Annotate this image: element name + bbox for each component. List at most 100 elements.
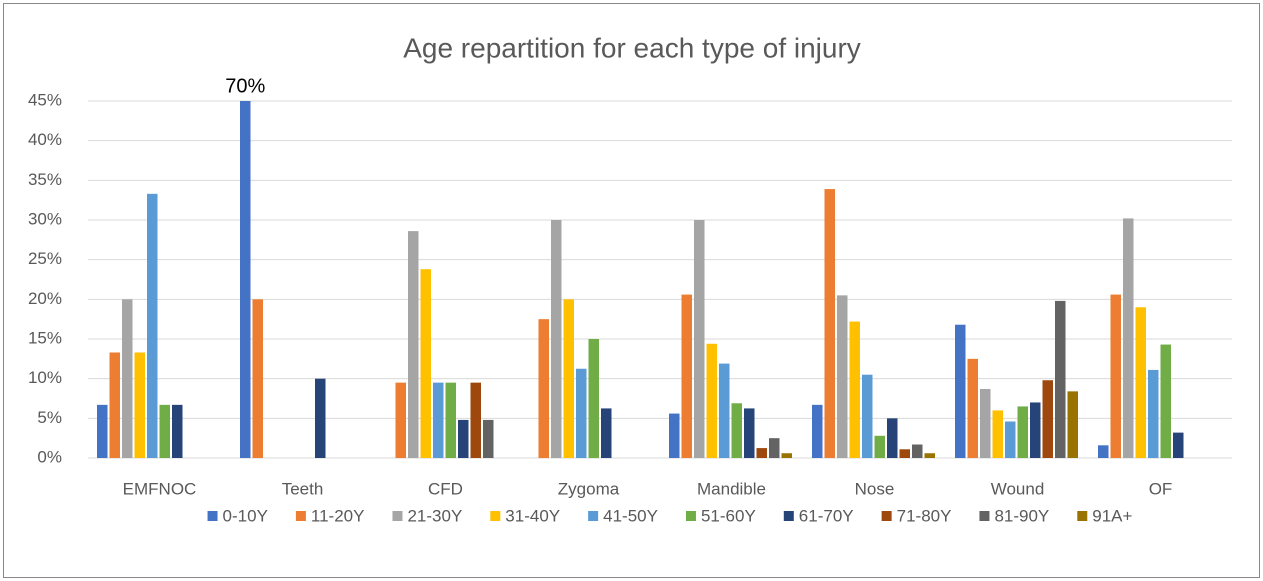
bar bbox=[576, 368, 587, 458]
bar bbox=[445, 382, 456, 458]
bar bbox=[849, 321, 860, 458]
legend-swatch bbox=[392, 511, 403, 521]
bar bbox=[781, 453, 792, 458]
bar bbox=[1123, 218, 1134, 458]
bar bbox=[681, 294, 692, 458]
x-tick-label: Zygoma bbox=[558, 479, 620, 498]
y-tick-label: 5% bbox=[37, 408, 62, 427]
bar bbox=[134, 352, 145, 458]
legend-swatch bbox=[685, 511, 696, 521]
bar bbox=[1135, 307, 1146, 458]
data-label: 70% bbox=[225, 75, 265, 97]
bar bbox=[240, 101, 251, 458]
bar bbox=[756, 448, 767, 458]
y-tick-label: 30% bbox=[28, 209, 62, 228]
y-tick-label: 25% bbox=[28, 249, 62, 268]
legend-item: 11-20Y bbox=[295, 506, 365, 525]
legend-item: 21-30Y bbox=[392, 506, 462, 525]
legend-item: 0-10Y bbox=[207, 506, 268, 525]
legend-swatch bbox=[490, 511, 501, 521]
x-tick-label: Nose bbox=[855, 479, 895, 498]
bar bbox=[588, 339, 599, 458]
bar bbox=[433, 382, 444, 458]
legend-item: 91A+ bbox=[1077, 506, 1133, 525]
legend-label: 0-10Y bbox=[223, 506, 268, 525]
bar bbox=[837, 295, 848, 458]
bar bbox=[109, 352, 120, 458]
legend-label: 11-20Y bbox=[311, 506, 365, 525]
x-tick-label: Mandible bbox=[697, 479, 766, 498]
x-tick-label: Teeth bbox=[282, 479, 324, 498]
legend-label: 41-50Y bbox=[603, 506, 658, 525]
bar bbox=[147, 193, 158, 458]
legend-swatch bbox=[783, 511, 794, 521]
y-tick-label: 15% bbox=[28, 328, 62, 347]
chart-border bbox=[3, 3, 1260, 578]
legend-swatch bbox=[207, 511, 218, 521]
bar bbox=[731, 403, 742, 458]
bar bbox=[980, 388, 991, 458]
bar bbox=[769, 438, 780, 458]
legend-label: 51-60Y bbox=[701, 506, 756, 525]
bar bbox=[924, 453, 935, 458]
bar bbox=[912, 444, 923, 458]
legend-item: 41-50Y bbox=[588, 506, 658, 525]
bar bbox=[887, 418, 898, 458]
bar bbox=[1042, 380, 1053, 458]
bar bbox=[122, 299, 133, 458]
x-tick-label: CFD bbox=[428, 479, 463, 498]
bar bbox=[706, 343, 717, 458]
bar bbox=[812, 404, 823, 458]
bar bbox=[1173, 432, 1184, 458]
bar bbox=[1098, 445, 1109, 458]
bar bbox=[470, 382, 481, 458]
bar bbox=[420, 269, 431, 458]
y-tick-label: 20% bbox=[28, 289, 62, 308]
legend-item: 61-70Y bbox=[783, 506, 854, 525]
bar bbox=[1005, 421, 1016, 458]
x-tick-label: EMFNOC bbox=[123, 479, 197, 498]
bar bbox=[899, 449, 910, 458]
bar bbox=[719, 363, 730, 458]
bar bbox=[874, 435, 885, 458]
legend-item: 81-90Y bbox=[979, 506, 1049, 525]
bar bbox=[1067, 391, 1078, 458]
bar bbox=[744, 408, 755, 458]
x-tick-label: OF bbox=[1149, 479, 1173, 498]
bar bbox=[551, 220, 562, 458]
bar bbox=[159, 404, 170, 458]
x-tick-label: Wound bbox=[991, 479, 1045, 498]
bar bbox=[601, 408, 612, 458]
legend-swatch bbox=[588, 511, 599, 521]
legend-item: 71-80Y bbox=[881, 506, 952, 525]
legend-swatch bbox=[979, 511, 990, 521]
bar bbox=[694, 220, 705, 458]
bar bbox=[458, 419, 469, 458]
bar bbox=[252, 299, 263, 458]
legend-item: 51-60Y bbox=[685, 506, 756, 525]
bar bbox=[172, 404, 183, 458]
y-tick-label: 0% bbox=[37, 447, 62, 466]
y-tick-label: 40% bbox=[28, 130, 62, 149]
legend-swatch bbox=[1077, 511, 1088, 521]
bar bbox=[1055, 300, 1066, 458]
bar bbox=[395, 382, 406, 458]
legend-swatch bbox=[881, 511, 892, 521]
bar bbox=[992, 410, 1003, 458]
bar bbox=[967, 358, 978, 458]
bar bbox=[563, 299, 574, 458]
y-tick-label: 45% bbox=[28, 90, 62, 109]
legend-label: 81-90Y bbox=[994, 506, 1049, 525]
bar bbox=[97, 404, 108, 458]
bar bbox=[669, 413, 680, 458]
bar bbox=[1148, 369, 1159, 458]
legend-label: 91A+ bbox=[1092, 506, 1132, 525]
bar bbox=[315, 378, 326, 458]
chart-title: Age repartition for each type of injury bbox=[403, 32, 861, 63]
bar bbox=[1110, 294, 1121, 458]
bar bbox=[408, 231, 419, 458]
legend-label: 71-80Y bbox=[897, 506, 952, 525]
legend-item: 31-40Y bbox=[490, 506, 560, 525]
bar bbox=[1160, 344, 1171, 458]
